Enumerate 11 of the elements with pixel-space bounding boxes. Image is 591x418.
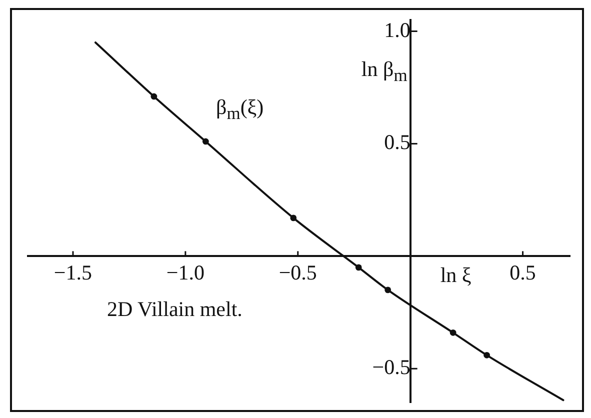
y-tick-label: 0.5 xyxy=(384,130,410,154)
annotation: 2D Villain melt. xyxy=(107,297,242,322)
x-tick-label: 0.5 xyxy=(510,260,536,284)
annotation: β$_{m}$(ξ) xyxy=(216,94,264,123)
y-tick-label: 1.0 xyxy=(384,18,410,42)
x-tick-label: −0.5 xyxy=(278,260,317,284)
y-axis-title: ln β$_{m}$ xyxy=(361,57,408,86)
x-tick-label: −1.5 xyxy=(54,260,92,284)
x-axis-title: ln ξ xyxy=(440,263,472,288)
y-tick-label: −0.5 xyxy=(372,355,410,380)
x-tick-label: −1.0 xyxy=(166,260,204,284)
